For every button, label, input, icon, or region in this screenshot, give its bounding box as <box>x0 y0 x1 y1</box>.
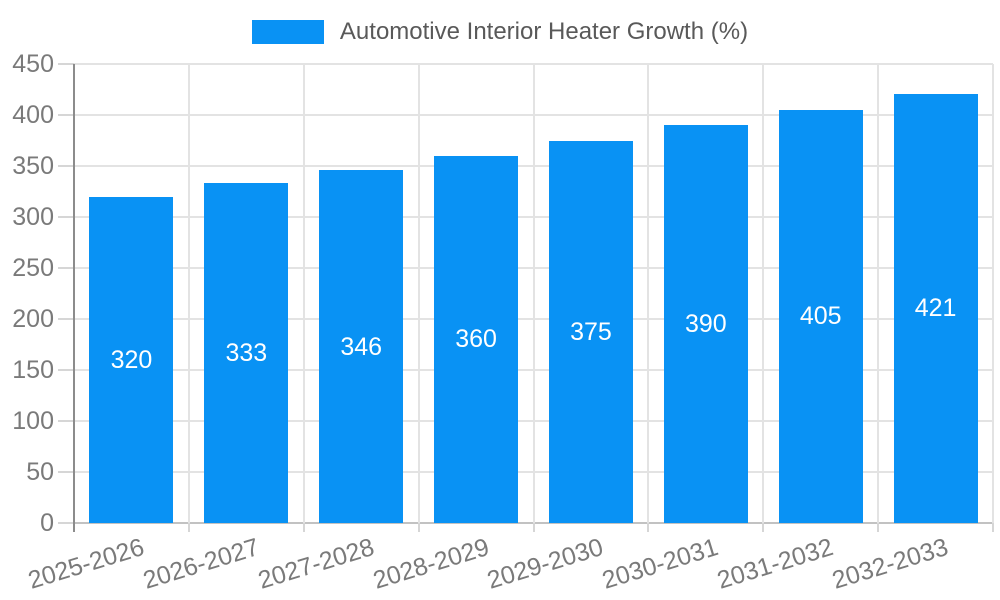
x-gridline <box>877 64 880 523</box>
x-tick-mark <box>302 523 305 532</box>
bar <box>548 140 633 523</box>
bar <box>893 93 978 523</box>
x-gridline <box>417 64 420 523</box>
x-tick-mark <box>762 523 765 532</box>
x-gridline <box>532 64 535 523</box>
bar-value-label: 390 <box>684 310 727 339</box>
x-tick-label: 2030-2031 <box>599 533 722 595</box>
y-tick-label: 300 <box>12 203 54 231</box>
bar-value-label: 333 <box>225 339 268 368</box>
y-tick-mark <box>58 420 74 422</box>
y-tick-mark <box>58 63 74 65</box>
legend: Automotive Interior Heater Growth (%) <box>0 18 1000 46</box>
y-tick-label: 150 <box>12 356 54 384</box>
y-tick-label: 450 <box>12 50 54 78</box>
bar <box>319 170 404 523</box>
y-axis-line <box>73 64 75 532</box>
legend-swatch <box>251 20 324 44</box>
y-tick-label: 100 <box>12 407 54 435</box>
x-gridline <box>992 64 994 523</box>
y-tick-label: 250 <box>12 254 54 282</box>
y-tick-label: 400 <box>12 101 54 129</box>
x-tick-label: 2026-2027 <box>139 533 263 595</box>
x-tick-mark <box>877 523 880 532</box>
bar-value-label: 375 <box>570 317 612 346</box>
x-tick-mark <box>417 523 420 532</box>
y-tick-label: 50 <box>26 458 54 486</box>
y-tick-label: 0 <box>40 509 54 537</box>
y-tick-mark <box>58 216 74 218</box>
x-tick-label: 2032-2033 <box>828 533 952 595</box>
bar-value-label: 405 <box>799 302 842 331</box>
bar <box>778 109 863 523</box>
x-gridline <box>647 64 650 523</box>
y-tick-mark <box>58 165 74 167</box>
bar <box>204 183 289 523</box>
y-tick-label: 350 <box>12 152 54 180</box>
y-tick-mark <box>58 471 74 473</box>
x-tick-label: 2029-2030 <box>484 533 607 595</box>
bar <box>434 155 519 523</box>
x-tick-mark <box>187 523 190 532</box>
x-gridline <box>762 64 765 523</box>
bar <box>663 125 748 523</box>
bar-value-label: 320 <box>110 345 153 374</box>
x-tick-mark <box>532 523 535 532</box>
y-tick-mark <box>58 369 74 371</box>
x-gridline <box>187 64 190 523</box>
y-tick-mark <box>58 267 74 269</box>
bar <box>89 196 174 523</box>
y-tick-mark <box>58 114 74 116</box>
bar-value-label: 421 <box>914 294 957 323</box>
bar-value-label: 346 <box>340 332 383 361</box>
legend-label: Automotive Interior Heater Growth (%) <box>339 18 749 45</box>
x-tick-label: 2028-2029 <box>369 533 492 595</box>
x-tick-mark <box>647 523 650 532</box>
y-tick-mark <box>58 522 74 524</box>
x-gridline <box>302 64 305 523</box>
x-tick-label: 2025-2026 <box>24 533 148 595</box>
x-tick-label: 2031-2032 <box>714 533 837 595</box>
y-tick-label: 200 <box>12 305 54 333</box>
x-tick-label: 2027-2028 <box>254 533 378 595</box>
x-tick-mark <box>992 523 994 532</box>
bar-value-label: 360 <box>455 325 497 354</box>
y-tick-mark <box>58 318 74 320</box>
